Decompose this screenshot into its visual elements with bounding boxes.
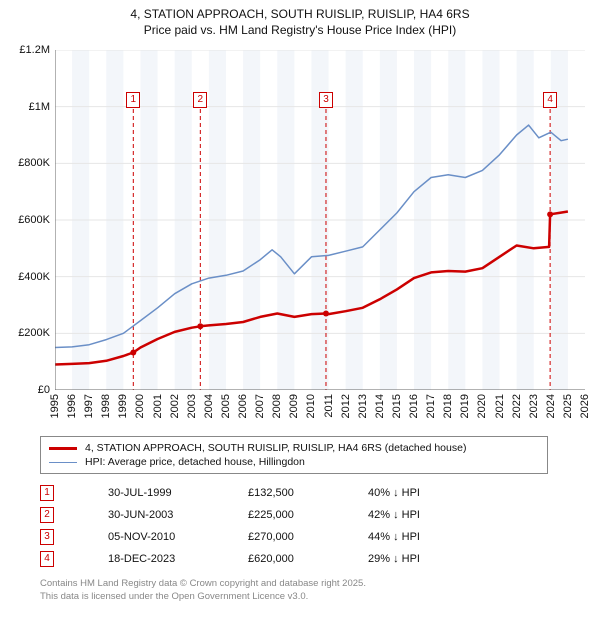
y-tick-label: £600K bbox=[0, 214, 50, 226]
sale-row: 305-NOV-2010£270,00044% ↓ HPI bbox=[40, 526, 488, 548]
legend-label: HPI: Average price, detached house, Hill… bbox=[85, 456, 305, 468]
sale-row: 230-JUN-2003£225,00042% ↓ HPI bbox=[40, 504, 488, 526]
legend-swatch bbox=[49, 462, 77, 463]
sale-price: £132,500 bbox=[248, 487, 368, 499]
x-tick-label: 2000 bbox=[134, 394, 146, 418]
sale-date: 18-DEC-2023 bbox=[54, 553, 248, 565]
x-tick-label: 2007 bbox=[254, 394, 266, 418]
title-line-2: Price paid vs. HM Land Registry's House … bbox=[0, 22, 600, 38]
y-tick-label: £0 bbox=[0, 384, 50, 396]
y-tick-label: £1.2M bbox=[0, 44, 50, 56]
sale-index: 1 bbox=[40, 485, 54, 501]
x-tick-label: 1995 bbox=[49, 394, 61, 418]
x-tick-label: 2026 bbox=[579, 394, 591, 418]
chart-area: £0£200K£400K£600K£800K£1M£1.2M1995199619… bbox=[55, 50, 585, 390]
sale-price: £225,000 bbox=[248, 509, 368, 521]
x-tick-label: 2010 bbox=[305, 394, 317, 418]
x-tick-label: 2020 bbox=[476, 394, 488, 418]
sale-callout-2: 2 bbox=[193, 92, 207, 108]
sale-diff: 42% ↓ HPI bbox=[368, 509, 488, 521]
x-tick-label: 2021 bbox=[494, 394, 506, 418]
x-tick-label: 2022 bbox=[511, 394, 523, 418]
legend-item: HPI: Average price, detached house, Hill… bbox=[49, 455, 539, 469]
x-tick-label: 1998 bbox=[100, 394, 112, 418]
x-tick-label: 2017 bbox=[425, 394, 437, 418]
sale-callout-3: 3 bbox=[319, 92, 333, 108]
sale-callout-1: 1 bbox=[126, 92, 140, 108]
x-tick-label: 2004 bbox=[203, 394, 215, 418]
y-tick-label: £400K bbox=[0, 271, 50, 283]
x-tick-label: 2024 bbox=[545, 394, 557, 418]
x-tick-label: 2016 bbox=[408, 394, 420, 418]
x-tick-label: 2018 bbox=[442, 394, 454, 418]
x-tick-label: 2005 bbox=[220, 394, 232, 418]
sale-date: 05-NOV-2010 bbox=[54, 531, 248, 543]
chart-container: 4, STATION APPROACH, SOUTH RUISLIP, RUIS… bbox=[0, 0, 600, 620]
sale-price: £270,000 bbox=[248, 531, 368, 543]
title-block: 4, STATION APPROACH, SOUTH RUISLIP, RUIS… bbox=[0, 0, 600, 38]
legend-swatch bbox=[49, 447, 77, 450]
sale-diff: 44% ↓ HPI bbox=[368, 531, 488, 543]
y-tick-label: £1M bbox=[0, 101, 50, 113]
sale-row: 130-JUL-1999£132,50040% ↓ HPI bbox=[40, 482, 488, 504]
x-tick-label: 2008 bbox=[271, 394, 283, 418]
footer-line-2: This data is licensed under the Open Gov… bbox=[40, 591, 366, 604]
sale-diff: 40% ↓ HPI bbox=[368, 487, 488, 499]
x-tick-label: 2015 bbox=[391, 394, 403, 418]
sale-index: 4 bbox=[40, 551, 54, 567]
x-tick-label: 2002 bbox=[169, 394, 181, 418]
x-tick-label: 1996 bbox=[66, 394, 78, 418]
y-tick-label: £200K bbox=[0, 327, 50, 339]
x-tick-label: 2025 bbox=[562, 394, 574, 418]
x-tick-label: 2014 bbox=[374, 394, 386, 418]
y-tick-label: £800K bbox=[0, 157, 50, 169]
x-tick-label: 2001 bbox=[152, 394, 164, 418]
x-tick-label: 2006 bbox=[237, 394, 249, 418]
footer: Contains HM Land Registry data © Crown c… bbox=[40, 578, 366, 604]
sale-date: 30-JUL-1999 bbox=[54, 487, 248, 499]
x-tick-label: 2013 bbox=[357, 394, 369, 418]
x-tick-label: 1999 bbox=[117, 394, 129, 418]
x-tick-label: 2009 bbox=[288, 394, 300, 418]
legend: 4, STATION APPROACH, SOUTH RUISLIP, RUIS… bbox=[40, 436, 548, 474]
sale-index: 3 bbox=[40, 529, 54, 545]
footer-line-1: Contains HM Land Registry data © Crown c… bbox=[40, 578, 366, 591]
sale-price: £620,000 bbox=[248, 553, 368, 565]
title-line-1: 4, STATION APPROACH, SOUTH RUISLIP, RUIS… bbox=[0, 6, 600, 22]
sale-date: 30-JUN-2003 bbox=[54, 509, 248, 521]
sale-index: 2 bbox=[40, 507, 54, 523]
legend-item: 4, STATION APPROACH, SOUTH RUISLIP, RUIS… bbox=[49, 441, 539, 455]
x-tick-label: 2012 bbox=[340, 394, 352, 418]
legend-label: 4, STATION APPROACH, SOUTH RUISLIP, RUIS… bbox=[85, 442, 466, 454]
sale-diff: 29% ↓ HPI bbox=[368, 553, 488, 565]
x-tick-label: 2003 bbox=[186, 394, 198, 418]
sales-table: 130-JUL-1999£132,50040% ↓ HPI230-JUN-200… bbox=[40, 482, 488, 570]
sale-row: 418-DEC-2023£620,00029% ↓ HPI bbox=[40, 548, 488, 570]
x-tick-label: 2019 bbox=[459, 394, 471, 418]
x-tick-label: 1997 bbox=[83, 394, 95, 418]
sale-callout-4: 4 bbox=[543, 92, 557, 108]
x-tick-label: 2011 bbox=[323, 394, 335, 418]
x-tick-label: 2023 bbox=[528, 394, 540, 418]
